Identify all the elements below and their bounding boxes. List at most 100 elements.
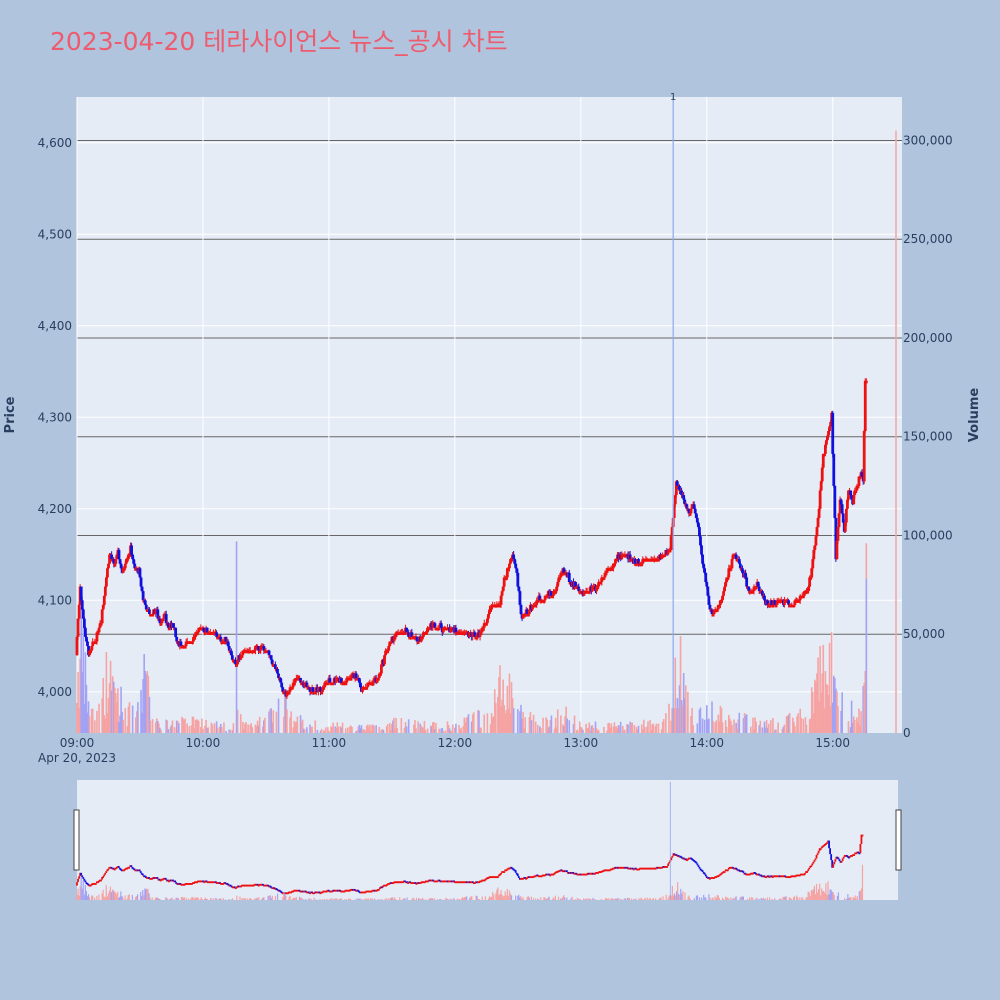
range-volume-bar	[739, 897, 741, 900]
range-volume-bar	[503, 895, 505, 900]
range-volume-bar	[818, 888, 820, 900]
range-volume-bar	[520, 896, 522, 900]
volume-bar	[717, 714, 720, 733]
range-candle	[243, 884, 246, 887]
range-volume-bar	[121, 896, 123, 900]
range-volume-bar	[359, 898, 361, 900]
range-candle	[368, 890, 371, 893]
candle-body	[506, 568, 510, 571]
range-volume-bar	[815, 883, 818, 900]
candle-body	[166, 623, 170, 628]
volume-bar	[519, 711, 521, 733]
range-volume-bar	[173, 898, 175, 900]
range-candle	[277, 889, 280, 892]
candle-body	[80, 600, 84, 610]
range-candle	[383, 884, 385, 887]
range-volume-bar	[626, 897, 629, 900]
volume-bar	[106, 713, 109, 733]
main-plot-background[interactable]	[77, 97, 902, 733]
range-volume-bar	[87, 894, 90, 900]
volume-bar	[733, 719, 735, 733]
range-candle	[455, 881, 458, 884]
range-candle	[389, 882, 392, 884]
volume-bar	[300, 721, 303, 733]
range-volume-bar	[181, 897, 184, 900]
range-slider[interactable]	[77, 780, 898, 900]
candle-body	[229, 650, 233, 656]
range-candle	[201, 880, 204, 883]
volume-bar	[327, 726, 329, 733]
volume-bar	[285, 692, 287, 733]
volume-bar	[463, 717, 466, 733]
range-candle	[188, 883, 191, 885]
range-candle	[577, 873, 580, 876]
range-volume-bar	[497, 887, 499, 900]
range-candle	[778, 875, 780, 878]
range-slider-right-handle[interactable]	[895, 809, 902, 871]
volume-bar	[622, 726, 624, 733]
range-candle	[246, 884, 249, 887]
range-volume-bar	[687, 896, 689, 900]
range-candle	[445, 880, 448, 883]
candle-body	[844, 508, 848, 523]
volume-bar	[673, 708, 676, 733]
range-candle	[665, 866, 668, 868]
range-candle	[612, 867, 615, 870]
volume-bar	[244, 723, 246, 733]
volume-bar	[448, 728, 451, 733]
volume-bar	[251, 727, 254, 733]
range-volume-bar	[623, 898, 625, 900]
volume-bar	[705, 705, 708, 733]
range-volume-bar	[543, 897, 545, 900]
candle-body	[499, 595, 503, 605]
range-candle	[516, 873, 519, 877]
range-candle	[668, 861, 671, 864]
news-marker-label: 1	[670, 92, 676, 103]
range-volume-bar	[377, 898, 379, 900]
candle-body	[354, 673, 358, 679]
volume-bar	[268, 711, 270, 733]
volume-bar	[522, 711, 524, 733]
range-candle	[415, 883, 418, 885]
range-candle	[720, 872, 723, 875]
range-candle	[153, 877, 156, 879]
range-volume-bar	[124, 895, 126, 900]
range-candle	[761, 875, 764, 878]
volume-bar	[165, 719, 168, 733]
range-volume-bar	[588, 898, 590, 900]
range-volume-bar	[496, 889, 498, 900]
volume-bar	[194, 719, 197, 733]
volume-bar	[853, 719, 856, 733]
range-volume-bar	[573, 899, 575, 900]
range-candle	[443, 880, 446, 883]
range-volume-bar	[725, 896, 727, 900]
range-candle	[264, 884, 266, 887]
range-candle	[147, 877, 149, 879]
range-candle	[393, 881, 396, 884]
range-volume-bar	[574, 899, 576, 900]
range-volume-bar	[487, 898, 490, 900]
range-volume-bar	[708, 894, 710, 900]
range-volume-bar	[780, 898, 782, 900]
volume-bar	[391, 723, 393, 733]
volume-bar	[444, 730, 447, 733]
range-candle	[799, 873, 802, 876]
range-candle	[490, 876, 493, 879]
range-volume-bar	[101, 893, 103, 900]
price-tick-label: 4,200	[38, 502, 72, 516]
range-slider-left-handle[interactable]	[73, 809, 80, 871]
volume-bar	[758, 725, 761, 733]
volume-bar	[680, 700, 683, 733]
range-volume-bar	[544, 897, 546, 900]
range-volume-bar	[783, 896, 785, 900]
range-volume-bar	[660, 897, 662, 900]
volume-bar	[151, 718, 154, 733]
range-candle	[350, 888, 353, 891]
range-volume-bar	[381, 899, 383, 900]
volume-bar	[258, 716, 261, 733]
candle-body	[103, 586, 107, 596]
range-candle	[834, 859, 837, 862]
candle-body	[702, 563, 706, 569]
volume-bar	[181, 716, 183, 733]
